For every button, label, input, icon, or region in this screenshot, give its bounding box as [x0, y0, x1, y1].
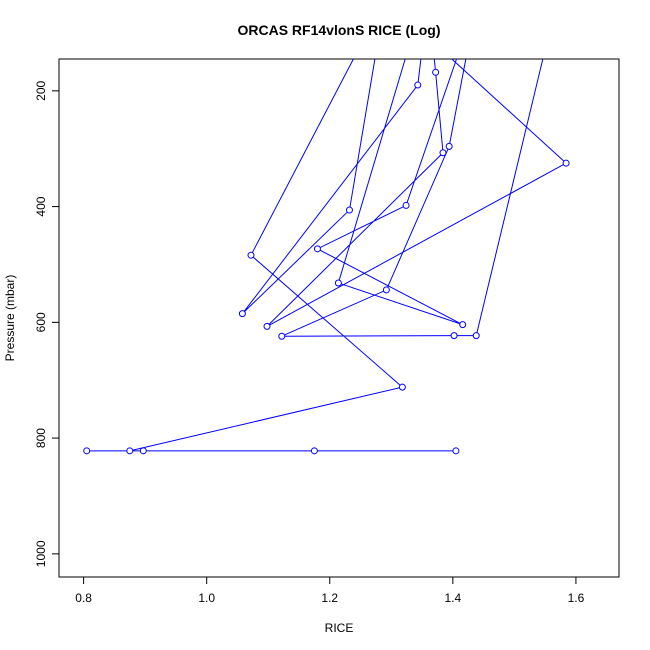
- data-point: [247, 251, 255, 259]
- data-point: [278, 332, 286, 340]
- data-point: [382, 0, 388, 1]
- data-point: [472, 332, 480, 340]
- data-point: [139, 447, 147, 455]
- data-point: [238, 310, 246, 318]
- y-tick-label: 200: [34, 81, 48, 101]
- data-point: [445, 142, 453, 150]
- data-point: [439, 149, 447, 157]
- data-point: [450, 332, 458, 340]
- data-point: [420, 0, 426, 1]
- data-point: [345, 206, 353, 214]
- x-axis-label: RICE: [325, 621, 354, 635]
- data-point: [313, 245, 321, 253]
- data-point: [402, 201, 410, 209]
- x-tick-label: 1.0: [198, 591, 215, 605]
- data-point: [452, 447, 460, 455]
- data-point: [83, 447, 91, 455]
- x-tick-label: 0.8: [75, 591, 92, 605]
- data-point: [474, 0, 480, 1]
- data-point: [310, 447, 318, 455]
- data-point: [432, 68, 440, 76]
- y-tick-label: 400: [34, 196, 48, 216]
- y-tick-label: 800: [34, 428, 48, 448]
- data-point: [334, 279, 342, 287]
- data-point: [459, 321, 467, 329]
- plot-box: [58, 58, 620, 578]
- y-axis: 200 400 600 800 1000: [34, 81, 60, 567]
- data-point: [414, 81, 422, 89]
- y-tick-label: 1000: [34, 540, 48, 567]
- x-tick-label: 1.4: [445, 591, 462, 605]
- data-point: [425, 0, 431, 1]
- chart-title: ORCAS RF14vlonS RICE (Log): [237, 22, 440, 38]
- data-point: [263, 322, 271, 330]
- x-tick-label: 1.2: [321, 591, 338, 605]
- y-axis-label: Pressure (mbar): [3, 275, 17, 362]
- data-point: [562, 159, 570, 167]
- data-point: [554, 0, 560, 1]
- y-tick-label: 600: [34, 312, 48, 332]
- series-layer: [83, 0, 570, 455]
- data-point: [382, 286, 390, 294]
- series-line: [86, 59, 567, 452]
- x-tick-label: 1.6: [568, 591, 585, 605]
- data-point: [382, 0, 388, 1]
- data-point: [126, 447, 134, 455]
- data-point: [398, 383, 406, 391]
- x-axis: 0.8 1.0 1.2 1.4 1.6: [75, 576, 585, 605]
